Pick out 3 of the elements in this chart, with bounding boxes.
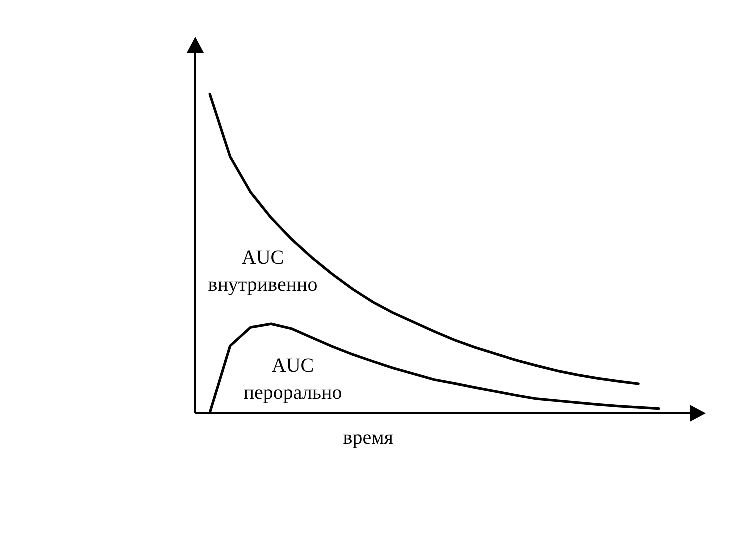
x-axis-title: время: [343, 427, 394, 449]
annotation: AUC перорально: [244, 355, 342, 404]
annotation: AUC внутривенно: [208, 247, 318, 296]
